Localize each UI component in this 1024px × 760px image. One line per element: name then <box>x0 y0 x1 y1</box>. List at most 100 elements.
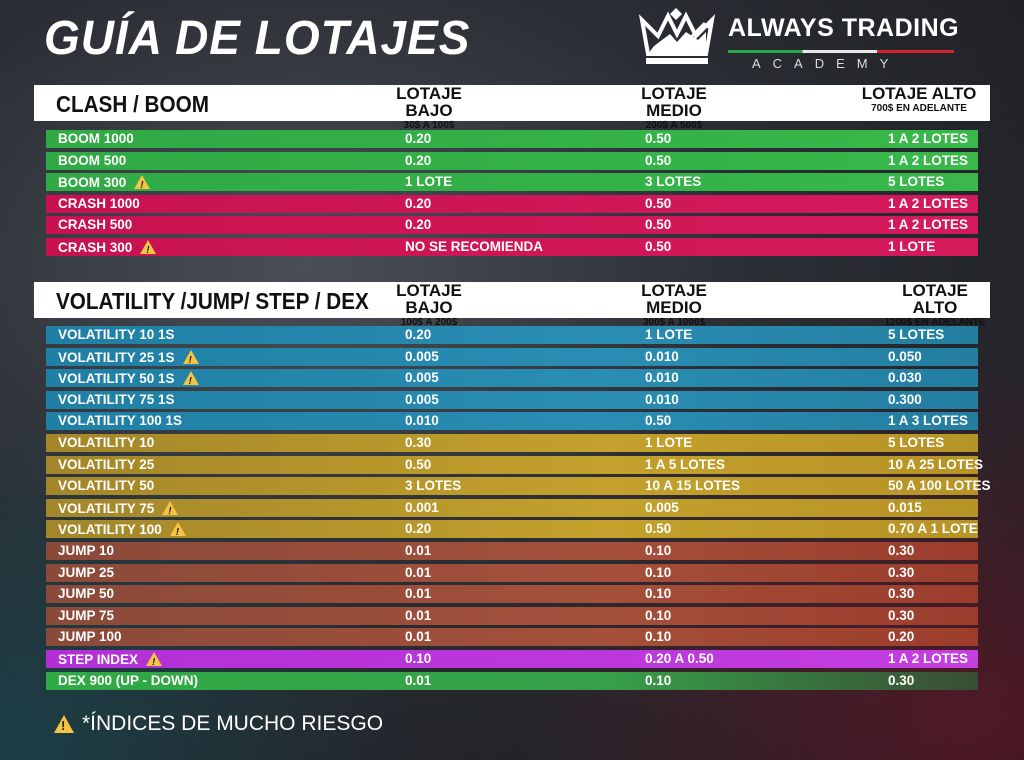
section-header-clash-boom: CLASH / BOOM LOTAJE BAJO 30$ A 100$ LOTA… <box>34 84 990 131</box>
lot-high: 0.30 <box>888 543 915 558</box>
lot-mid: 0.010 <box>645 391 679 407</box>
table-row: BOOM 300 1 LOTE 3 LOTES 5 LOTES <box>46 173 978 195</box>
table-row: CRASH 500 0.20 0.50 1 A 2 LOTES <box>46 216 978 235</box>
table-row: BOOM 1000 0.20 0.50 1 A 2 LOTES <box>46 130 978 148</box>
table-row: VOLATILITY 100 0.20 0.50 0.70 A 1 LOTE <box>46 520 978 542</box>
column-label: LOTAJE MEDIO <box>641 84 707 120</box>
table-row: JUMP 25 0.01 0.10 0.30 <box>46 563 978 582</box>
lot-high: 1 A 2 LOTES <box>888 217 969 233</box>
column-label: LOTAJE BAJO <box>396 84 462 120</box>
lot-low: 0.20 <box>405 327 432 342</box>
column-range: 100$ A 200$ <box>400 317 458 328</box>
lot-mid: 0.50 <box>645 152 672 168</box>
lot-low: 0.01 <box>405 586 432 602</box>
lot-mid: 1 A 5 LOTES <box>645 456 726 472</box>
index-name: STEP INDEX <box>58 650 163 672</box>
column-mid-header: LOTAJE MEDIO 200$ A 500$ <box>622 85 726 131</box>
warning-icon <box>140 240 157 260</box>
table-row: VOLATILITY 25 0.50 1 A 5 LOTES 10 A 25 LOTE… <box>46 455 983 474</box>
lot-high: 0.30 <box>888 564 915 580</box>
column-label: LOTAJE ALTO <box>902 281 968 317</box>
index-name: BOOM 500 <box>58 152 127 168</box>
lot-high: 1 A 2 LOTES <box>888 152 969 168</box>
index-name: VOLATILITY 50 <box>58 478 155 494</box>
table-row: VOLATILITY 100 1S 0.010 0.50 1 A 3 LOTES <box>46 412 978 431</box>
lot-high: 5 LOTES <box>888 327 945 342</box>
brand-name: ALWAYS TRADING <box>728 14 960 42</box>
table-row: VOLATILITY 25 1S 0.005 0.010 0.050 <box>46 347 978 370</box>
lot-mid: 0.10 <box>645 586 672 602</box>
index-name: JUMP 50 <box>58 586 115 602</box>
lot-mid: 0.10 <box>645 607 672 623</box>
page-title: GUÍA DE LOTAJES <box>44 9 471 65</box>
lot-mid: 0.10 <box>645 543 672 558</box>
lot-high: 5 LOTES <box>888 435 945 450</box>
lot-high: 0.20 <box>888 629 915 645</box>
lot-low: 0.010 <box>405 413 439 429</box>
lot-high: 5 LOTES <box>888 174 945 190</box>
lot-low: 0.20 <box>405 152 432 168</box>
column-label: LOTAJE BAJO <box>396 281 462 317</box>
lot-mid: 0.50 <box>645 521 672 537</box>
lot-high: 1 A 3 LOTES <box>888 413 969 429</box>
lot-mid: 0.10 <box>645 672 672 688</box>
index-name: VOLATILITY 10 1S <box>58 327 175 342</box>
warning-icon <box>54 715 74 733</box>
index-name: VOLATILITY 50 1S <box>58 369 199 391</box>
lot-high: 0.30 <box>888 607 915 623</box>
lot-high: 0.70 A 1 LOTE <box>888 521 978 537</box>
index-name: VOLATILITY 100 1S <box>58 413 183 429</box>
lot-low: 0.20 <box>405 217 432 233</box>
index-name: CRASH 1000 <box>58 195 140 211</box>
lot-high: 1 LOTE <box>888 239 936 254</box>
index-name: VOLATILITY 75 1S <box>58 391 175 407</box>
lot-mid: 1 LOTE <box>645 327 693 342</box>
lot-mid: 0.10 <box>645 629 672 645</box>
column-high-header: LOTAJE ALTO 1200$ EN ADELANTE <box>880 282 990 328</box>
table-row: VOLATILITY 75 0.001 0.005 0.015 <box>46 498 978 521</box>
table-row: CRASH 1000 0.20 0.50 1 A 2 LOTES <box>46 194 978 213</box>
warning-icon <box>162 500 179 521</box>
crown-icon <box>638 8 716 64</box>
lot-mid: 0.50 <box>645 195 672 211</box>
lot-low: 0.005 <box>405 348 439 364</box>
warning-icon <box>182 371 199 391</box>
index-name: BOOM 300 <box>58 173 151 195</box>
index-name: BOOM 1000 <box>58 131 134 146</box>
table-row: JUMP 10 0.01 0.10 0.30 <box>46 542 978 560</box>
lot-low: 0.01 <box>405 543 432 558</box>
brand-subtitle: ACADEMY <box>752 56 901 71</box>
lot-high: 0.030 <box>888 370 922 386</box>
lot-high: 0.300 <box>888 391 922 407</box>
table-row: DEX 900 (UP - DOWN) 0.01 0.10 0.30 <box>46 671 978 690</box>
lot-mid: 0.50 <box>645 413 672 429</box>
lot-low: NO SE RECOMIENDA <box>405 239 544 254</box>
lot-low: 0.005 <box>405 391 439 407</box>
lot-mid: 1 LOTE <box>645 435 693 450</box>
lot-low: 0.30 <box>405 435 432 450</box>
lot-mid: 10 A 15 LOTES <box>645 478 741 494</box>
warning-icon <box>146 652 163 672</box>
column-low-header: LOTAJE BAJO 30$ A 100$ <box>382 85 476 131</box>
index-name: VOLATILITY 100 <box>58 520 186 542</box>
table-row: JUMP 100 0.01 0.10 0.20 <box>46 628 978 647</box>
table-row: VOLATILITY 10 0.30 1 LOTE 5 LOTES <box>46 434 978 452</box>
brand-logo: ALWAYS TRADING ACADEMY <box>636 6 966 72</box>
lot-high: 0.050 <box>888 348 922 364</box>
risk-footnote: *ÍNDICES DE MUCHO RIESGO <box>54 712 383 736</box>
lot-low: 0.20 <box>405 131 432 146</box>
index-name: VOLATILITY 25 1S <box>58 348 199 370</box>
lot-low: 1 LOTE <box>405 174 453 190</box>
column-label: LOTAJE MEDIO <box>641 281 707 317</box>
brand-flag-line <box>728 50 954 53</box>
lot-mid: 3 LOTES <box>645 174 702 190</box>
table-row: VOLATILITY 50 1S 0.005 0.010 0.030 <box>46 369 978 391</box>
column-label: LOTAJE ALTO <box>861 84 977 103</box>
lot-mid: 0.010 <box>645 348 679 364</box>
section-title: CLASH / BOOM <box>56 91 209 117</box>
lot-high: 0.30 <box>888 586 915 602</box>
lot-high: 0.30 <box>888 672 915 688</box>
column-mid-header: LOTAJE MEDIO 300$ A 1000$ <box>622 282 726 328</box>
table-row: STEP INDEX 0.10 0.20 A 0.50 1 A 2 LOTES <box>46 650 978 672</box>
index-name: CRASH 500 <box>58 217 133 233</box>
